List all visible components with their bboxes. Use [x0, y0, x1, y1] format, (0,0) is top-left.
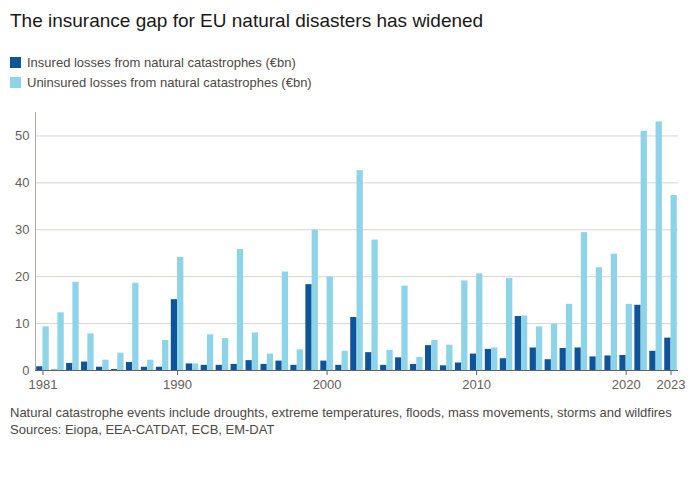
svg-text:2000: 2000 — [313, 377, 342, 392]
svg-text:0: 0 — [22, 363, 29, 378]
svg-text:2023: 2023 — [657, 377, 686, 392]
html-text:Natural catastrophe events inc: Natural catastrophe events include droug… — [10, 405, 672, 420]
svg-text:20: 20 — [15, 269, 29, 284]
svg-text:40: 40 — [15, 175, 29, 190]
svg-text:10: 10 — [15, 316, 29, 331]
svg-text:1981: 1981 — [29, 377, 58, 392]
svg-text:30: 30 — [15, 222, 29, 237]
html-text:Insured losses from natural ca: Insured losses from natural catastrophes… — [27, 54, 296, 70]
html-text:The insurance gap for EU natur: The insurance gap for EU natural disaste… — [10, 10, 484, 31]
svg-text:1990: 1990 — [163, 377, 192, 392]
svg-text:2010: 2010 — [462, 377, 491, 392]
html-text:Uninsured losses from natural: Uninsured losses from natural catastroph… — [27, 74, 312, 90]
html-text:Sources: Eiopa, EEA-CATDAT, EC: Sources: Eiopa, EEA-CATDAT, ECB, EM-DAT — [10, 422, 275, 437]
svg-text:50: 50 — [15, 128, 29, 143]
svg-text:2020: 2020 — [612, 377, 641, 392]
